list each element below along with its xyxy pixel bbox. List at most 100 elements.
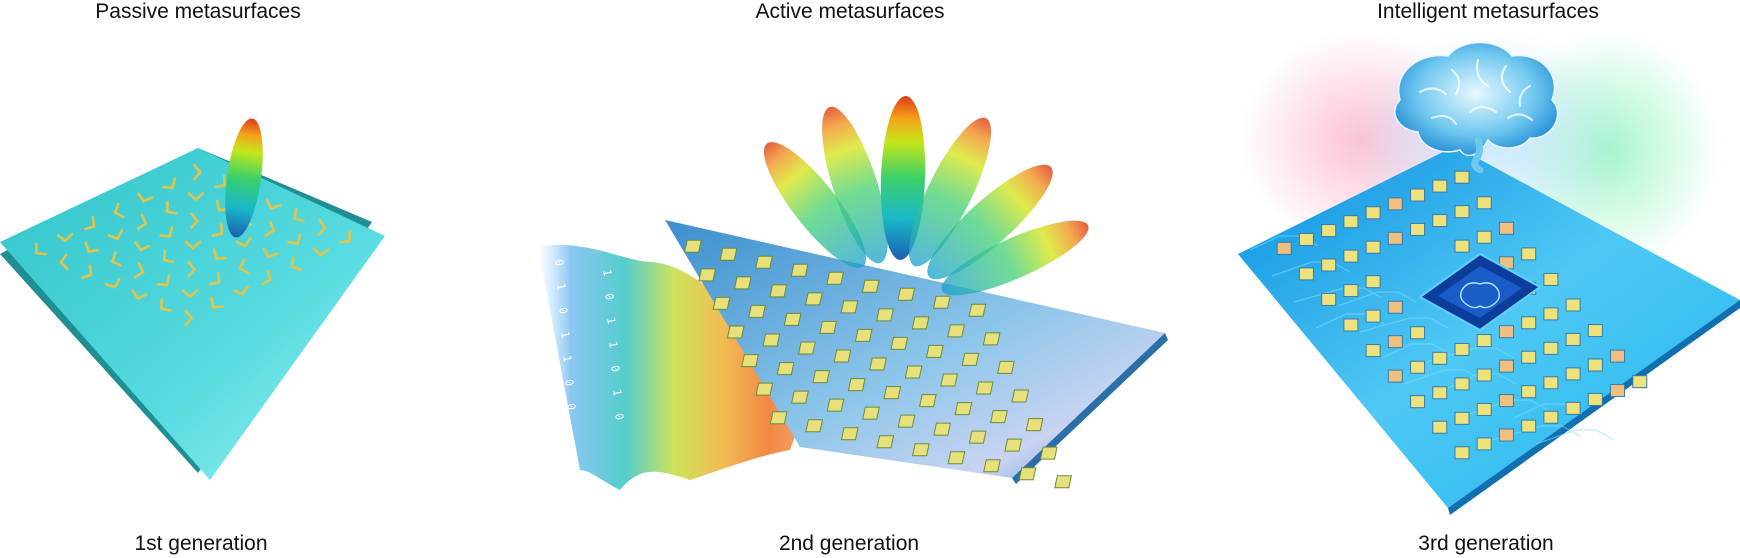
pin-element	[805, 419, 824, 433]
pin-element	[769, 411, 788, 425]
pin-element	[940, 373, 958, 387]
pin-element	[1454, 411, 1470, 425]
pin-element	[1432, 214, 1448, 228]
pin-element	[876, 435, 895, 449]
coding-bit: 0	[556, 306, 570, 315]
pin-element	[741, 354, 759, 368]
v-antenna-element	[190, 212, 200, 230]
v-antenna-element	[214, 174, 227, 189]
active-plate	[665, 220, 1165, 478]
generation-label-1st: 1st generation	[134, 532, 268, 555]
v-antenna-element	[59, 253, 69, 271]
pin-element	[1343, 249, 1359, 263]
coding-bit: 1	[554, 282, 568, 291]
pin-element	[1610, 349, 1626, 363]
v-antenna-element	[317, 219, 327, 236]
pin-element	[1454, 239, 1470, 253]
pin-element	[1476, 402, 1492, 416]
pin-element	[883, 386, 902, 400]
v-antenna-element	[84, 215, 96, 231]
pin-element	[1543, 341, 1559, 355]
pin-element	[1410, 222, 1426, 236]
v-antenna-element	[184, 309, 194, 327]
v-antenna-element	[187, 192, 205, 202]
v-antenna-element	[238, 258, 250, 275]
pin-element	[826, 271, 845, 285]
coding-bit: 0	[612, 412, 626, 421]
pin-element	[1454, 377, 1470, 391]
passive-plate	[0, 148, 385, 480]
pin-element	[1321, 258, 1337, 272]
pin-element	[733, 276, 752, 290]
v-antenna-element	[159, 225, 174, 238]
v-antenna-element	[113, 202, 125, 219]
pin-element	[947, 324, 965, 338]
beam-lobe-icon	[763, 142, 867, 268]
pin-element	[911, 443, 930, 457]
pin-element	[726, 325, 745, 339]
pin-element	[712, 296, 731, 310]
v-antenna-element	[232, 285, 249, 297]
v-antenna-element	[56, 232, 74, 243]
pin-element	[1565, 401, 1581, 415]
panel-title-passive: Passive metasurfaces	[95, 0, 301, 23]
pin-element	[1343, 318, 1359, 332]
v-antenna-element	[262, 247, 279, 259]
v-antenna-element	[162, 249, 175, 264]
v-antenna-element	[208, 271, 221, 286]
pin-element	[1321, 224, 1337, 238]
pin-element	[897, 414, 916, 428]
pin-element	[1365, 275, 1381, 289]
pin-element	[684, 239, 702, 253]
pin-element	[847, 378, 866, 392]
coding-bit: 1	[600, 268, 614, 277]
pin-element	[783, 312, 802, 326]
v-antenna-element	[137, 192, 154, 203]
pin-element	[1039, 446, 1058, 460]
pin-element	[1476, 368, 1492, 382]
pin-element	[968, 303, 987, 317]
pin-element	[698, 268, 717, 282]
v-antenna-element	[131, 289, 148, 301]
pin-element	[1011, 389, 1030, 403]
active-metasurface: 0 1 0 1 1 0 0 1 0 1 1 0 1 0	[538, 96, 1168, 490]
pin-element	[904, 365, 923, 379]
pin-element	[1365, 344, 1381, 358]
v-antenna-element	[162, 177, 176, 190]
pin-element	[854, 328, 873, 342]
pin-element	[961, 352, 980, 366]
pin-element	[861, 279, 880, 293]
v-antenna-element	[110, 251, 122, 267]
pin-element	[748, 304, 766, 318]
v-antenna-element	[165, 200, 178, 215]
pin-element	[932, 295, 951, 309]
beam-lobe-icon	[941, 220, 1089, 296]
coding-bit: 1	[610, 388, 624, 397]
brain-icon	[1394, 41, 1559, 174]
coding-bit: 0	[608, 364, 622, 373]
pin-element	[1321, 292, 1337, 306]
pin-element	[1054, 475, 1072, 489]
v-antenna-element	[136, 213, 148, 230]
v-antenna-element	[34, 242, 47, 256]
v-antenna-element	[181, 289, 199, 299]
v-antenna-element	[134, 240, 151, 252]
pin-element	[1565, 332, 1581, 346]
coding-wave-icon	[538, 244, 810, 490]
pin-element	[791, 390, 809, 404]
pin-element	[862, 406, 880, 420]
pin-element	[1387, 300, 1403, 314]
v-antenna-element	[107, 229, 124, 241]
circuit-traces	[1249, 235, 1615, 445]
v-antenna-element	[290, 256, 302, 271]
v-antenna-element	[187, 260, 197, 278]
pin-element	[1454, 170, 1470, 184]
pin-element	[933, 422, 952, 436]
pin-element	[812, 370, 831, 384]
pin-element	[762, 333, 781, 347]
v-antenna-element	[293, 207, 305, 223]
coding-bit: 0	[564, 402, 578, 411]
pin-element	[1587, 324, 1603, 338]
pin-element	[819, 320, 838, 334]
